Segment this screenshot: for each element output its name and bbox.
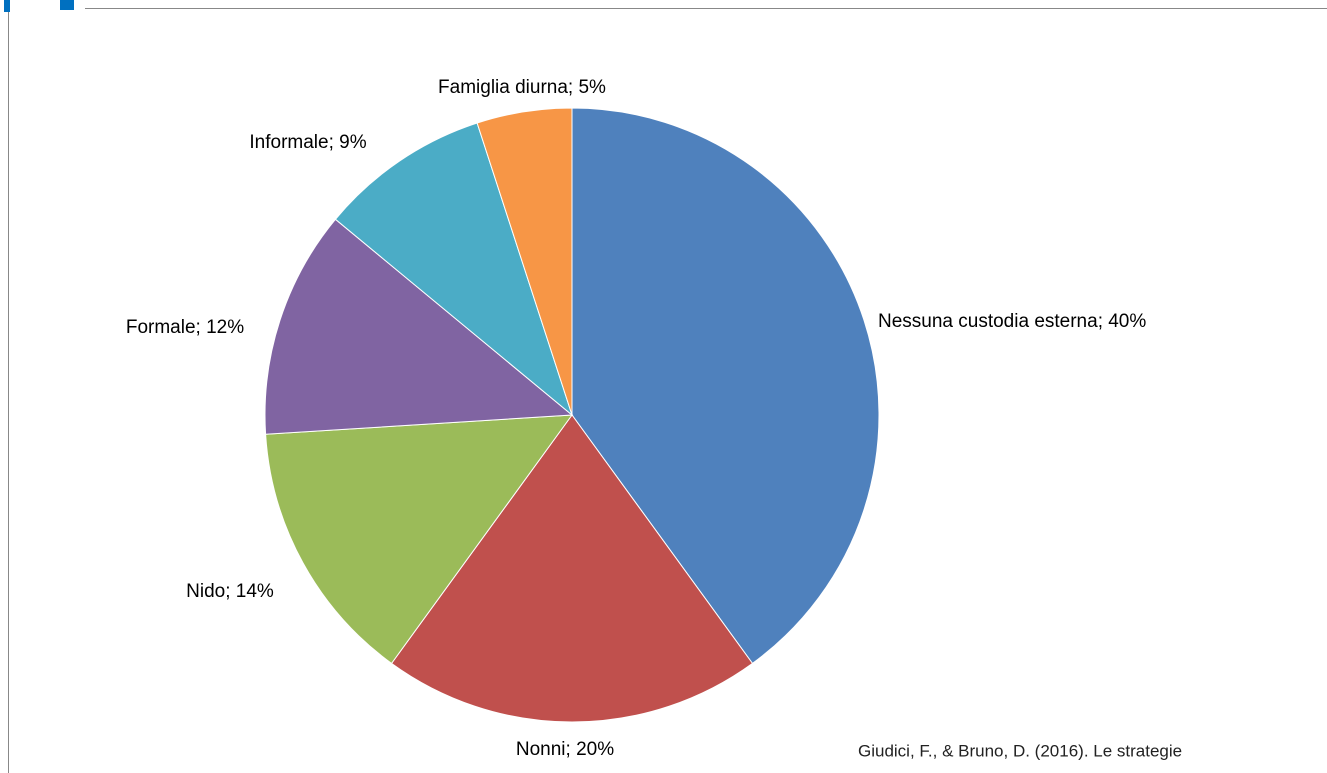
title-fragment xyxy=(4,0,10,12)
data-label: Informale; 9% xyxy=(249,132,366,153)
data-label: Famiglia diurna; 5% xyxy=(438,77,606,98)
data-label: Nido; 14% xyxy=(186,581,274,602)
data-label: Formale; 12% xyxy=(126,317,244,338)
pie-slice xyxy=(476,107,573,416)
source-note: Giudici, F., & Bruno, D. (2016). Le stra… xyxy=(858,741,1182,760)
pie-slice xyxy=(571,107,880,665)
pie-slice xyxy=(390,414,754,723)
title-fragment xyxy=(60,0,74,10)
data-labels: Nessuna custodia esterna; 40% Nonni; 20% N… xyxy=(126,77,1147,760)
data-label: Nonni; 20% xyxy=(516,739,614,760)
pie xyxy=(264,107,880,723)
pie-slice xyxy=(265,414,574,665)
data-label: Nessuna custodia esterna; 40% xyxy=(878,311,1146,332)
pie-slice xyxy=(264,218,574,435)
pie-slice xyxy=(334,122,574,417)
